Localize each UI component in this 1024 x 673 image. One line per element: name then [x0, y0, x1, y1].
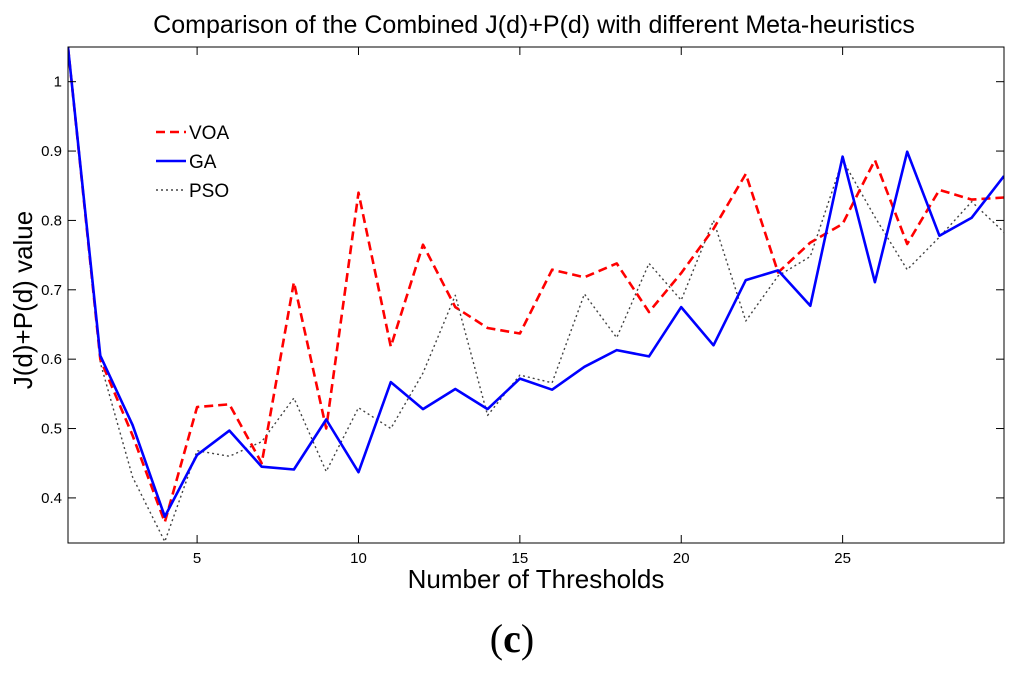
- series-line-pso: [68, 47, 1004, 543]
- panel-label: (c): [0, 615, 1024, 662]
- y-tick-label: 0.8: [41, 212, 62, 229]
- legend-label-voa: VOA: [189, 123, 229, 144]
- y-axis-title: J(d)+P(d) value: [8, 211, 38, 389]
- x-tick-label: 5: [193, 550, 201, 567]
- plot-area: [68, 47, 1004, 543]
- x-tick-label: 25: [834, 550, 851, 567]
- y-tick-label: 0.5: [41, 421, 62, 438]
- x-tick-label: 20: [673, 550, 690, 567]
- y-tick-label: 0.7: [41, 282, 62, 299]
- y-tick-label: 0.4: [41, 490, 62, 507]
- series-line-voa: [68, 47, 1004, 524]
- panel-label-open: (: [489, 616, 504, 661]
- y-tick-label: 1: [54, 74, 62, 91]
- line-chart: Comparison of the Combined J(d)+P(d) wit…: [8, 11, 1005, 594]
- legend-box: [149, 115, 247, 213]
- plot-frame: [67, 46, 1005, 544]
- x-tick-label: 15: [512, 550, 529, 567]
- legend-label-ga: GA: [189, 152, 217, 173]
- y-tick-label: 0.9: [41, 143, 62, 160]
- legend-label-pso: PSO: [189, 181, 229, 202]
- chart-title: Comparison of the Combined J(d)+P(d) wit…: [153, 11, 915, 39]
- x-axis-title: Number of Thresholds: [408, 564, 665, 594]
- legend: VOA GA PSO: [149, 115, 247, 213]
- y-tick-label: 0.6: [41, 351, 62, 368]
- x-tick-label: 10: [350, 550, 367, 567]
- panel-label-close: ): [520, 616, 535, 661]
- axes: 5 10 15 20 25 0.4 0.5 0.6 0.7 0.8 0.9 1: [41, 46, 1005, 567]
- panel-label-letter: c: [503, 616, 521, 661]
- series-line-ga: [68, 47, 1004, 518]
